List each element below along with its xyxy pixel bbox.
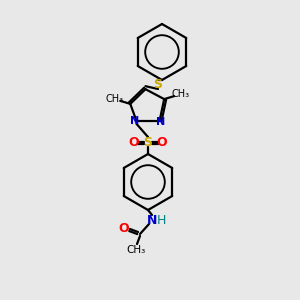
Text: H: H (156, 214, 166, 226)
Text: O: O (157, 136, 167, 148)
Text: CH₃: CH₃ (105, 94, 123, 104)
Text: CH₃: CH₃ (171, 89, 189, 99)
Text: N: N (147, 214, 157, 226)
Text: O: O (129, 136, 139, 148)
Text: CH₃: CH₃ (126, 245, 146, 255)
Text: O: O (119, 221, 129, 235)
Text: N: N (130, 116, 139, 126)
Text: N: N (156, 117, 165, 127)
Text: S: S (143, 136, 152, 148)
Text: S: S (154, 79, 163, 92)
